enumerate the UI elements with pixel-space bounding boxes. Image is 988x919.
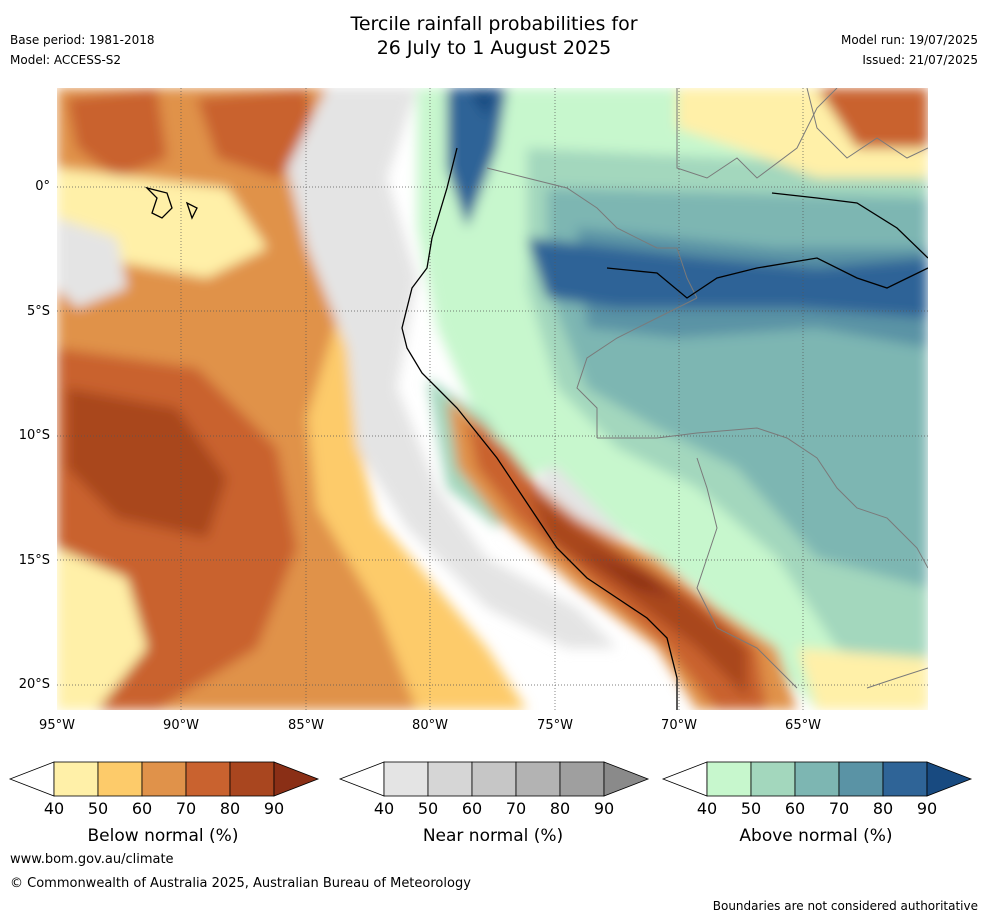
colorbar-near-swatch (471, 761, 517, 797)
colorbar-near-swatch (515, 761, 561, 797)
colorbar-below-min-arrow (8, 761, 55, 797)
lon-label-70w: 70°W (661, 718, 697, 733)
copyright-text: © Commonwealth of Australia 2025, Austra… (10, 876, 471, 891)
colorbar-above: 40 50 60 70 80 90 (661, 761, 973, 818)
lat-label-0: 0° (35, 179, 50, 194)
colorbar-below-tick-label: 70 (176, 799, 196, 818)
colorbar-above-min-arrow (661, 761, 708, 797)
lon-label-90w: 90°W (163, 718, 199, 733)
lon-label-65w: 65°W (785, 718, 821, 733)
colorbar-near-tick-label: 90 (594, 799, 614, 818)
colorbar-near-tick-label: 50 (418, 799, 438, 818)
coastline (144, 147, 928, 710)
lat-label-5s: 5°S (26, 304, 50, 319)
colorbar-above-tick-label: 50 (741, 799, 761, 818)
colorbar-above-swatch (706, 761, 752, 797)
colorbar-below-tick-label: 80 (220, 799, 240, 818)
colorbar-above-tick-label: 40 (697, 799, 717, 818)
lat-label-10s: 10°S (18, 428, 50, 443)
disclaimer-text: Boundaries are not considered authoritat… (712, 899, 978, 913)
colorbar-near-tick-label: 70 (506, 799, 526, 818)
colorbar-near-tick-label: 80 (550, 799, 570, 818)
colorbar-below-max-arrow (273, 761, 320, 797)
colorbar-above-tick-label: 60 (785, 799, 805, 818)
colorbar-below-swatch (141, 761, 187, 797)
base-period: Base period: 1981-2018 (10, 33, 155, 47)
colorbar-below-tick-label: 60 (132, 799, 152, 818)
colorbar-below-swatch (97, 761, 143, 797)
model-name: Model: ACCESS-S2 (10, 53, 122, 67)
legend-title-below: Below normal (%) (87, 826, 239, 846)
lon-label-75w: 75°W (537, 718, 573, 733)
colorbar-near-swatch (559, 761, 605, 797)
title-line-2: 26 July to 1 August 2025 (376, 37, 612, 59)
colorbar-below-swatch (229, 761, 275, 797)
colorbar-near-tick-label: 60 (462, 799, 482, 818)
colorbar-near-swatch (383, 761, 429, 797)
country-borders (486, 88, 928, 689)
colorbar-below-tick-label: 50 (88, 799, 108, 818)
lon-label-85w: 85°W (288, 718, 324, 733)
legend-title-near: Near normal (%) (422, 826, 564, 846)
colorbar-below-swatch (185, 761, 231, 797)
title-line-1: Tercile rainfall probabilities for (350, 13, 638, 35)
colorbar-above-tick-label: 70 (829, 799, 849, 818)
lon-label-80w: 80°W (412, 718, 448, 733)
colorbar-near-swatch (427, 761, 473, 797)
colorbar-above-swatch (882, 761, 928, 797)
colorbars: 40 50 60 70 80 90 40 50 60 70 80 90 40 50 60 70 80 90 (8, 761, 973, 818)
colorbar-near-tick-label: 40 (374, 799, 394, 818)
colorbar-below-tick-label: 90 (264, 799, 284, 818)
colorbar-above-max-arrow (926, 761, 973, 797)
colorbar-above-tick-label: 80 (873, 799, 893, 818)
model-run: Model run: 19/07/2025 (840, 33, 978, 47)
colorbar-below-swatch (53, 761, 99, 797)
meta-right: Model run: 19/07/2025 Issued: 21/07/2025 (841, 30, 978, 70)
colorbar-above-tick-label: 90 (917, 799, 937, 818)
probability-field (57, 88, 928, 710)
graticule (57, 88, 928, 710)
colorbar-below: 40 50 60 70 80 90 (8, 761, 320, 818)
lat-label-15s: 15°S (18, 553, 50, 568)
colorbar-near: 40 50 60 70 80 90 (338, 761, 650, 818)
lon-label-95w: 95°W (39, 718, 75, 733)
colorbar-near-max-arrow (603, 761, 650, 797)
rainfall-map (57, 88, 928, 710)
issued-date: Issued: 21/07/2025 (862, 53, 978, 67)
meta-left: Base period: 1981-2018 Model: ACCESS-S2 (10, 30, 155, 70)
map-title: Tercile rainfall probabilities for 26 Ju… (0, 12, 988, 60)
colorbar-above-swatch (838, 761, 884, 797)
colorbar-near-min-arrow (338, 761, 385, 797)
website-link[interactable]: www.bom.gov.au/climate (10, 852, 174, 867)
colorbar-above-swatch (794, 761, 840, 797)
colorbar-above-swatch (750, 761, 796, 797)
legend-title-above: Above normal (%) (739, 826, 893, 846)
colorbar-below-tick-label: 40 (44, 799, 64, 818)
lat-label-20s: 20°S (18, 677, 50, 692)
